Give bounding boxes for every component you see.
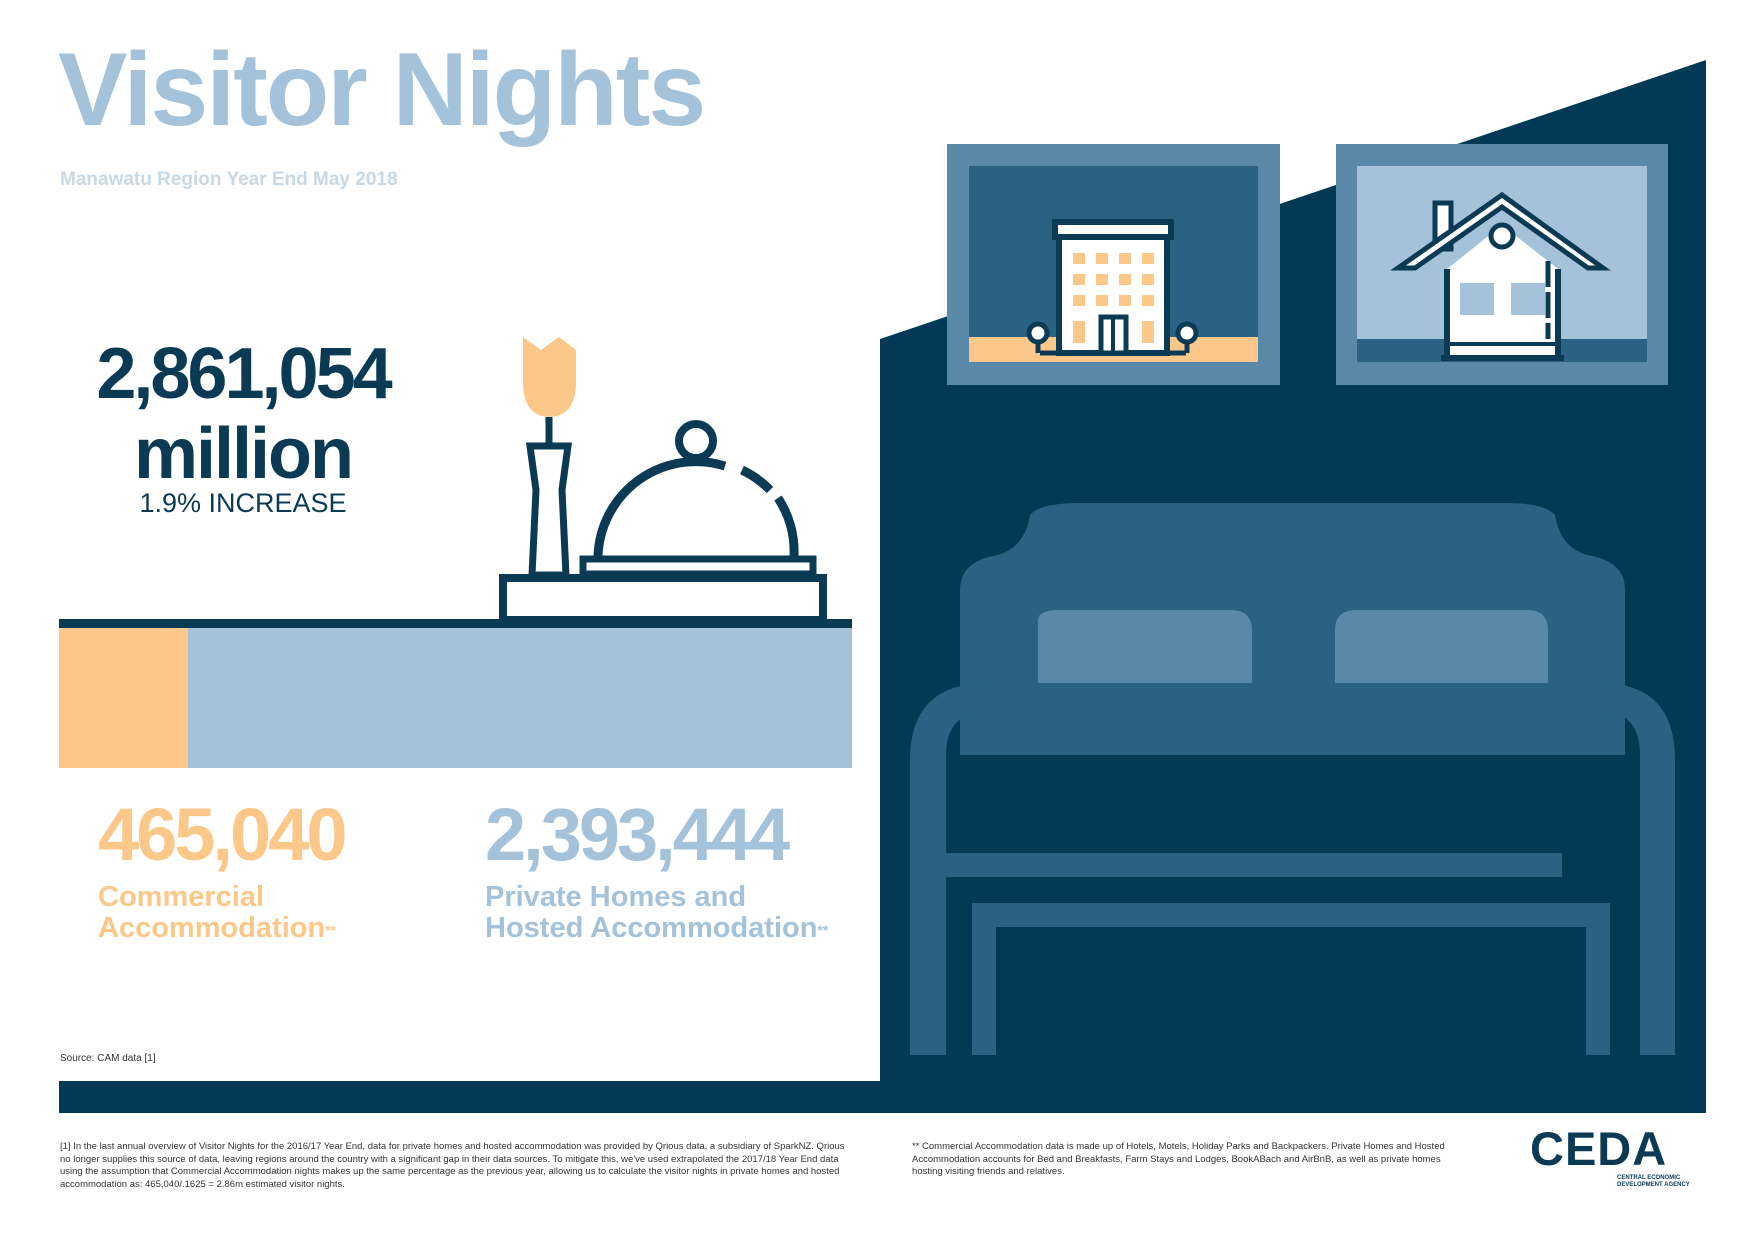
commercial-label-line2: Accommodation** <box>98 912 337 944</box>
bottom-band <box>59 1081 1706 1113</box>
double-bed-icon <box>910 503 1675 1055</box>
total-change: 1.9% INCREASE <box>139 488 347 518</box>
private-label-line2: Hosted Accommodation** <box>485 912 829 944</box>
private-footnote-marker: ** <box>817 922 829 938</box>
commercial-footnote-marker: ** <box>325 922 337 938</box>
private-value: 2,393,444 <box>485 793 790 876</box>
private-label-line1: Private Homes and <box>485 881 747 913</box>
table-edge <box>59 619 852 628</box>
commercial-value: 465,040 <box>98 793 347 876</box>
footnote-accommodation-types: ** Commercial Accommodation data is made… <box>912 1141 1445 1177</box>
hotel-building-icon <box>947 144 1280 385</box>
ceda-logo-subtitle-line1: CENTRAL ECONOMIC <box>1617 1175 1681 1181</box>
commercial-stat: 465,040 Commercial Accommodation** <box>98 793 347 944</box>
source-note: Source: CAM data [1] <box>60 1053 156 1064</box>
house-icon <box>1336 144 1668 385</box>
footnote-data-method: [1] In the last annual overview of Visit… <box>60 1141 845 1190</box>
page-title: Visitor Nights <box>58 32 706 148</box>
total-value: 2,861,054 <box>96 334 392 414</box>
commercial-share-bar <box>59 628 188 768</box>
bedroom-illustration <box>880 60 1706 1081</box>
ceda-logo: CEDA <box>1530 1122 1668 1175</box>
commercial-label-line1: Commercial <box>98 881 265 913</box>
tulip-vase-icon <box>523 337 576 579</box>
private-stat: 2,393,444 Private Homes and Hosted Accom… <box>485 798 828 944</box>
ceda-logo-subtitle: CENTRAL ECONOMIC DEVELOPMENT AGENCY <box>1617 1175 1717 1189</box>
ceda-logo-subtitle-line2: DEVELOPMENT AGENCY <box>1617 1182 1690 1188</box>
page-subtitle: Manawatu Region Year End May 2018 <box>60 169 398 190</box>
service-bell-dome-icon <box>499 420 827 624</box>
total-unit: million <box>134 414 354 494</box>
private-share-bar <box>188 628 852 768</box>
dining-illustration <box>59 337 852 768</box>
